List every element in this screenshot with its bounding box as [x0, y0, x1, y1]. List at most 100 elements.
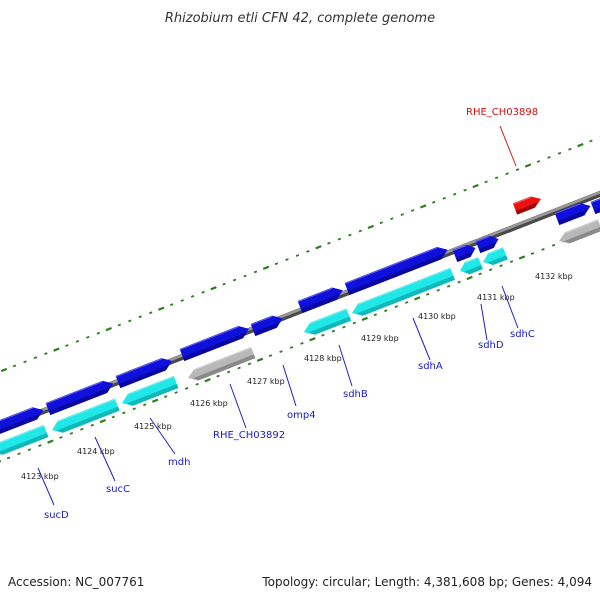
outer-tick	[210, 286, 217, 291]
gene-sdhc-reverse[interactable]	[481, 247, 508, 268]
gene-mdh-forward[interactable]	[115, 355, 175, 389]
gene-sucd-reverse[interactable]	[0, 424, 49, 458]
outer-tick	[117, 323, 122, 327]
inner-tick	[352, 321, 357, 325]
gene-label-sdha[interactable]: sdhA	[418, 361, 443, 372]
gene-track	[0, 193, 600, 458]
gene-mdh-reverse[interactable]	[120, 375, 179, 409]
inner-tick	[499, 264, 503, 268]
gene-sdha-forward-shade	[347, 253, 445, 296]
gene-right-edge-shade	[593, 203, 600, 215]
gene-sdhc-reverse-shade	[487, 255, 508, 266]
gene-mdh-reverse-highlight	[128, 376, 175, 395]
inner-tick	[279, 350, 283, 353]
gene-label-rhe-ch03892[interactable]: RHE_CH03892	[213, 430, 285, 441]
gene-label-rhe-ch03898[interactable]: RHE_CH03898	[466, 107, 538, 118]
gene-rhe-ch03892-grey-shade	[192, 354, 256, 381]
inner-tick	[300, 342, 304, 345]
outer-tick	[0, 367, 8, 373]
inner-tick	[256, 357, 264, 362]
inner-tick	[541, 248, 545, 251]
outer-tick	[589, 139, 593, 143]
inner-tick	[122, 411, 126, 415]
gene-omp4-forward[interactable]	[250, 312, 286, 337]
outer-tick	[295, 254, 300, 257]
gene-sdhb-reverse-shade	[308, 316, 352, 335]
outer-tick	[484, 180, 488, 184]
gene-sdha-forward[interactable]	[344, 244, 450, 296]
gene-sucd-forward-shade	[0, 413, 41, 437]
gene-label-sdhb[interactable]: sdhB	[343, 389, 368, 400]
gene-right-forward-highlight	[554, 203, 581, 215]
gene-right-grey-shade	[563, 226, 600, 244]
gene-leader-lines	[37, 125, 519, 506]
gene-sdha-reverse[interactable]	[350, 267, 455, 319]
gene-rhe-ch03898[interactable]	[512, 193, 543, 215]
gene-succ-reverse-shade	[56, 406, 120, 433]
gene-succ-forward-highlight	[45, 381, 103, 405]
gene-sdhd-reverse[interactable]	[458, 256, 483, 277]
gene-right-edge[interactable]	[590, 195, 600, 215]
gene-rhe-ch03892-forward-highlight	[179, 326, 239, 351]
outer-tick	[105, 326, 112, 332]
gene-sucd-reverse-shade	[0, 432, 49, 455]
outer-tick	[23, 360, 27, 364]
gene-label-sdhd[interactable]: sdhD	[478, 340, 504, 351]
kbp-label-4127: 4127 kbp	[247, 377, 285, 386]
gene-sdhc-forward[interactable]	[475, 233, 501, 254]
gene-sdhc-reverse-highlight	[488, 247, 504, 255]
gene-sdhd-forward[interactable]	[452, 242, 478, 263]
kbp-label-4126: 4126 kbp	[190, 399, 228, 408]
gene-sdhb-reverse[interactable]	[302, 308, 352, 339]
gene-sdhb-forward[interactable]	[297, 284, 346, 314]
gene-mdh-forward-shade	[118, 364, 170, 389]
kbp-label-4123: 4123 kbp	[21, 472, 59, 481]
inner-tick	[373, 313, 378, 317]
outer-tick	[96, 331, 101, 335]
outer-tick	[232, 278, 237, 282]
inner-tick	[361, 316, 368, 322]
accession-text: Accession: NC_007761	[8, 575, 144, 589]
gene-sdhd-forward-highlight	[452, 245, 467, 252]
outer-tick	[431, 200, 436, 204]
gene-succ-forward[interactable]	[45, 378, 116, 416]
gene-label-succ[interactable]: sucC	[106, 484, 130, 495]
inner-tick	[488, 268, 493, 272]
kbp-scale: 4123 kbp 4124 kbp 4125 kbp 4126 kbp 4127…	[21, 272, 573, 481]
gene-succ-reverse[interactable]	[50, 398, 120, 437]
outer-tick	[222, 282, 226, 286]
gene-rhe-ch03892-grey[interactable]	[186, 346, 256, 384]
inner-tick	[99, 418, 106, 424]
gene-label-sdhc[interactable]: sdhC	[510, 329, 535, 340]
gene-right-grey[interactable]	[557, 219, 600, 246]
gene-sdhd-reverse-shade	[464, 265, 483, 275]
outer-tick-marks	[0, 135, 600, 373]
outer-tick	[557, 151, 562, 155]
gene-label-omp4[interactable]: omp4	[287, 410, 316, 421]
outer-tick	[262, 265, 270, 270]
gene-right-grey-highlight	[565, 219, 599, 234]
inner-tick	[551, 243, 556, 247]
inner-tick	[142, 403, 147, 407]
gene-rhe-ch03898-highlight	[512, 196, 531, 205]
outer-tick	[348, 233, 352, 237]
outer-tick	[274, 262, 279, 266]
gene-sucd-forward[interactable]	[0, 404, 46, 437]
outer-tick	[515, 168, 520, 171]
outer-tick	[33, 356, 38, 360]
gene-label-mdh[interactable]: mdh	[168, 457, 190, 468]
kbp-label-4129: 4129 kbp	[361, 334, 399, 343]
gene-mdh-forward-highlight	[115, 358, 162, 378]
outer-tick	[358, 229, 363, 233]
gene-sdhc-forward-shade	[478, 242, 497, 254]
gene-rhe-ch03892-forward[interactable]	[179, 323, 252, 362]
gene-rhe-ch03892-grey-highlight	[194, 347, 252, 371]
inner-tick	[6, 456, 11, 460]
gene-label-sucd[interactable]: sucD	[44, 510, 69, 521]
gene-right-grey-body	[559, 219, 600, 244]
gene-right-forward[interactable]	[554, 200, 593, 226]
outer-tick	[547, 156, 551, 159]
inner-tick	[446, 284, 451, 288]
gene-rhe-ch03898-shade	[515, 202, 538, 215]
